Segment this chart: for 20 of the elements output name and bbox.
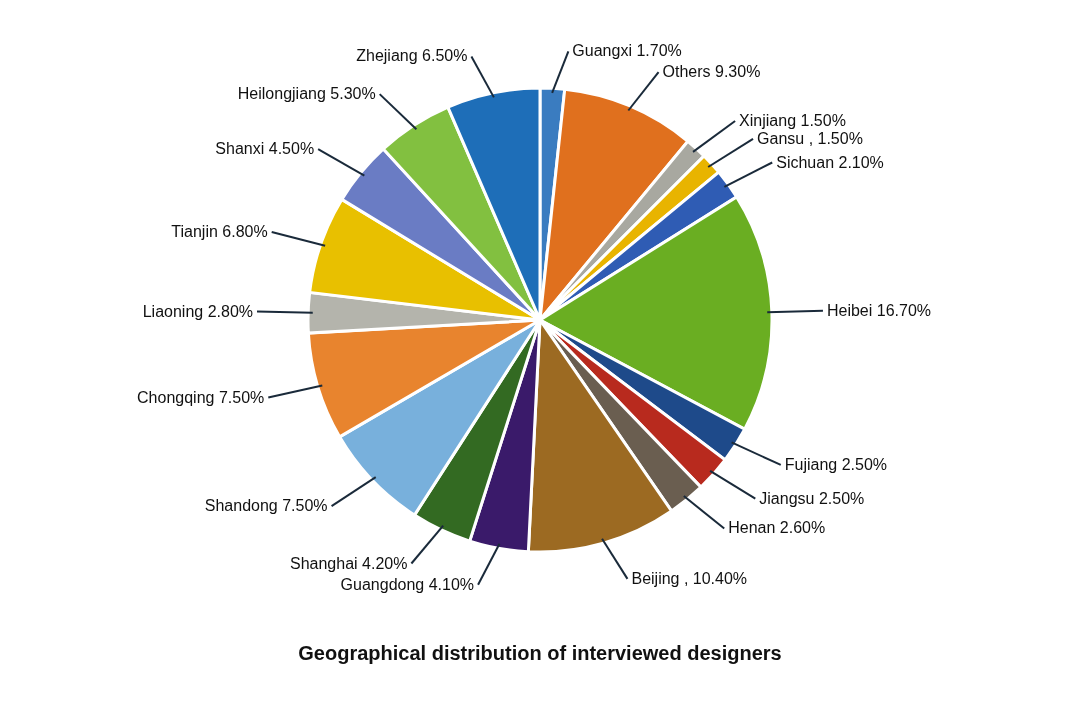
slice-label: Heibei 16.70%	[826, 301, 932, 319]
slice-label: Henan 2.60%	[728, 519, 826, 537]
slice-label: Heilongjiang 5.30%	[237, 85, 376, 103]
slice-label: Gansu , 1.50%	[757, 129, 863, 147]
slice-label: Sichuan 2.10%	[776, 153, 884, 171]
slice-label: Xinjiang 1.50%	[739, 111, 846, 129]
slice-label: Shanghai 4.20%	[289, 554, 408, 572]
slice-label: Beijing , 10.40%	[631, 569, 748, 587]
slice-label: Others 9.30%	[662, 63, 761, 81]
slice-label: Guangxi 1.70%	[572, 42, 682, 60]
slice-label: Liaoning 2.80%	[142, 302, 254, 320]
slice-label: Guangdong 4.10%	[340, 575, 475, 593]
slice-label: Shandong 7.50%	[204, 497, 328, 515]
text: Geographical distribution of interviewed designers	[298, 642, 782, 664]
slice-label: Shanxi 4.50%	[215, 140, 315, 158]
slice-label: Chongqing 7.50%	[137, 388, 265, 406]
slice-label: Fujiang 2.50%	[784, 455, 888, 473]
slice-label: Zhejiang 6.50%	[356, 47, 468, 65]
slice-label: Jiangsu 2.50%	[759, 489, 865, 507]
slice-label: Tianjin 6.80%	[171, 223, 268, 241]
